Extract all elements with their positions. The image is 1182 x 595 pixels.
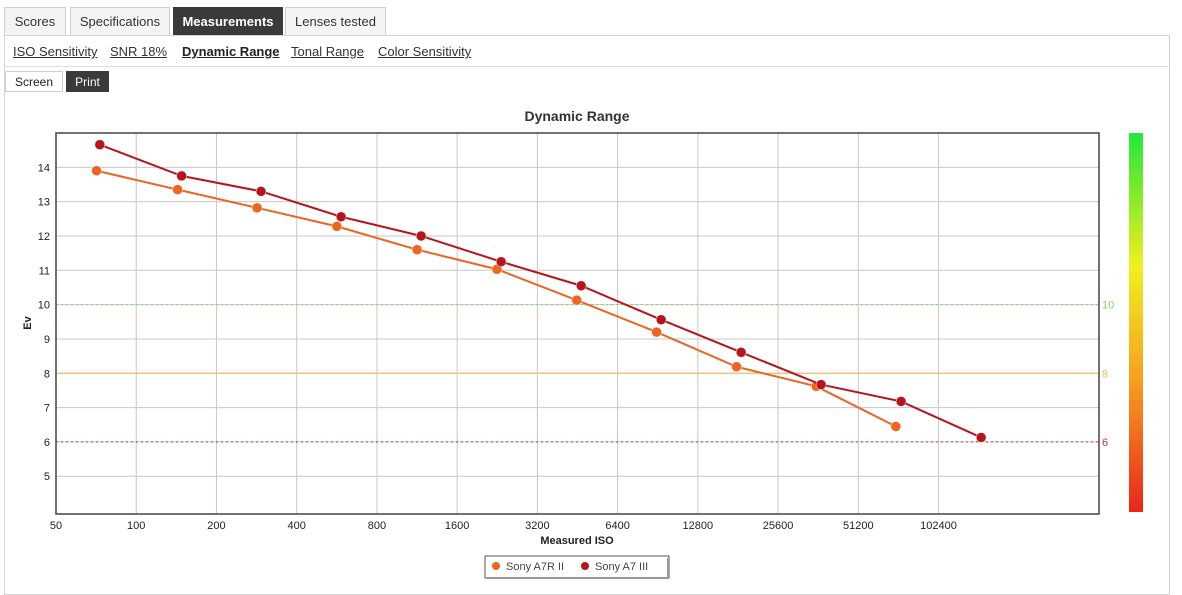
x-tick-label: 400 (288, 520, 306, 532)
data-point-series-1 (91, 165, 102, 177)
data-point-series-2 (176, 170, 187, 182)
data-point-series-2 (335, 211, 347, 223)
legend-marker-series-1 (492, 562, 500, 570)
color-scale-bar (1129, 133, 1143, 512)
data-point-series-1 (731, 361, 742, 372)
tab-specifications[interactable]: Specifications (70, 7, 170, 35)
subnav-snr-18[interactable]: SNR 18% (110, 44, 168, 59)
y-tick-label: 12 (38, 231, 50, 243)
data-point-series-1 (890, 421, 902, 432)
y-tick-label: 5 (44, 471, 50, 483)
tab-measurements[interactable]: Measurements (173, 7, 283, 35)
reference-label-6: 6 (1102, 437, 1108, 449)
subnav-tonal-range[interactable]: Tonal Range (291, 44, 364, 59)
x-axis-ticks: 50 100 200 400 800 1600 3200 6400 12800 25600 5120… (50, 520, 957, 532)
data-point-series-2 (575, 280, 587, 291)
reference-label-8: 8 (1102, 368, 1108, 380)
data-point-series-2 (655, 314, 667, 325)
y-axis-label: Ev (22, 315, 34, 329)
data-point-series-2 (94, 139, 106, 150)
chart-legend: Sony A7R II Sony A7 III (484, 555, 670, 579)
tab-lenses-tested[interactable]: Lenses tested (285, 7, 386, 35)
x-tick-label: 102400 (920, 520, 957, 532)
x-tick-label: 100 (127, 520, 145, 532)
data-point-series-2 (415, 230, 427, 242)
data-point-series-1 (172, 184, 183, 195)
x-tick-label: 51200 (843, 520, 874, 532)
legend-label-series-2[interactable]: Sony A7 III (595, 561, 648, 573)
subnav-dynamic-range[interactable]: Dynamic Range (182, 44, 280, 59)
data-point-series-2 (815, 379, 827, 390)
x-tick-label: 12800 (683, 520, 714, 532)
screen-toggle-button[interactable]: Screen (5, 71, 63, 92)
y-tick-label: 8 (44, 368, 50, 380)
data-point-series-1 (411, 244, 423, 255)
x-axis-label: Measured ISO (540, 535, 614, 547)
subnav-iso-sensitivity[interactable]: ISO Sensitivity (13, 44, 98, 59)
series-line-2 (99, 143, 982, 439)
y-tick-label: 9 (44, 334, 50, 346)
tab-scores[interactable]: Scores (4, 7, 66, 35)
grid-lines (56, 133, 1099, 514)
x-tick-label: 3200 (525, 520, 549, 532)
y-tick-label: 14 (38, 162, 50, 174)
data-point-series-1 (331, 221, 343, 232)
chart-title: Dynamic Range (524, 108, 629, 124)
data-point-series-2 (255, 186, 267, 197)
y-tick-label: 13 (38, 197, 50, 209)
reference-label-10: 10 (1102, 300, 1114, 312)
data-point-series-1 (571, 294, 582, 306)
data-point-series-1 (251, 202, 263, 214)
data-point-series-2 (735, 347, 747, 358)
x-tick-label: 50 (50, 520, 62, 532)
plot-area-frame (55, 132, 1100, 515)
x-tick-label: 25600 (763, 520, 794, 532)
y-tick-label: 10 (38, 300, 50, 312)
measurements-panel: ISO Sensitivity SNR 18% Dynamic Range To… (4, 35, 1170, 595)
data-point-series-2 (495, 256, 507, 267)
data-point-series-2 (975, 432, 987, 443)
y-tick-label: 6 (44, 437, 50, 449)
x-tick-label: 800 (368, 520, 386, 532)
data-point-series-2 (895, 396, 907, 407)
y-axis-ticks: 5 6 7 8 9 10 11 12 13 14 (38, 162, 50, 483)
subnav-color-sensitivity[interactable]: Color Sensitivity (378, 44, 472, 59)
data-point-series-1 (651, 326, 662, 338)
legend-marker-series-2 (581, 562, 589, 570)
x-tick-label: 1600 (445, 520, 469, 532)
y-tick-label: 7 (44, 403, 50, 415)
x-tick-label: 200 (207, 520, 225, 532)
legend-label-series-1[interactable]: Sony A7R II (506, 561, 564, 573)
x-tick-label: 6400 (605, 520, 629, 532)
measurement-subnav: ISO Sensitivity SNR 18% Dynamic Range To… (5, 36, 1169, 67)
y-tick-label: 11 (39, 265, 50, 277)
data-series (91, 139, 987, 443)
print-toggle-button[interactable]: Print (66, 71, 109, 92)
